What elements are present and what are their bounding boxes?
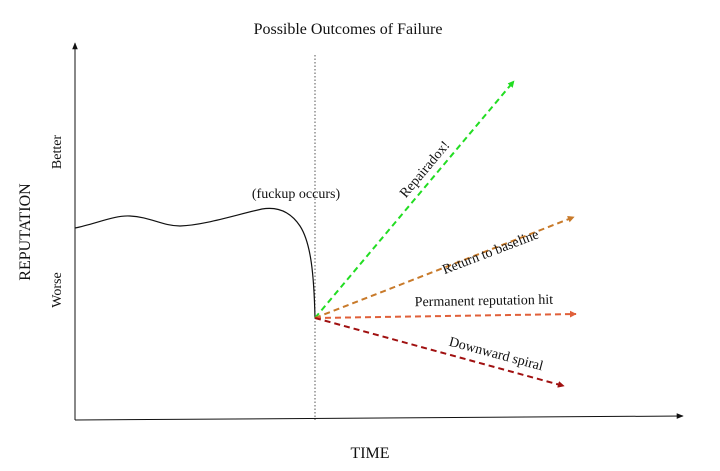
- y-axis-label: REPUTATION: [17, 183, 34, 281]
- y-tick-worse: Worse: [50, 272, 65, 307]
- x-axis-label: TIME: [350, 445, 389, 462]
- diagram-title: Possible Outcomes of Failure: [254, 21, 443, 38]
- outcome-label-repairadox: Repairadox!: [397, 138, 453, 201]
- reputation-curve: [74, 207, 316, 319]
- x-axis: [74, 413, 684, 421]
- outcome-arrow-permanent-hit: [314, 310, 577, 319]
- y-tick-better: Better: [50, 135, 65, 170]
- outcome-arrow-return-to-baseline: [314, 216, 575, 319]
- outcome-label-permanent-hit: Permanent reputation hit: [415, 293, 554, 310]
- event-label: (fuckup occurs): [252, 187, 341, 202]
- outcome-arrow-repairadox: [314, 80, 515, 319]
- outcome-arrow-downward-spiral: [314, 317, 565, 388]
- outcome-label-return-to-baseline: Return to baseline: [441, 227, 541, 278]
- outcome-label-downward-spiral: Downward spiral: [447, 335, 545, 375]
